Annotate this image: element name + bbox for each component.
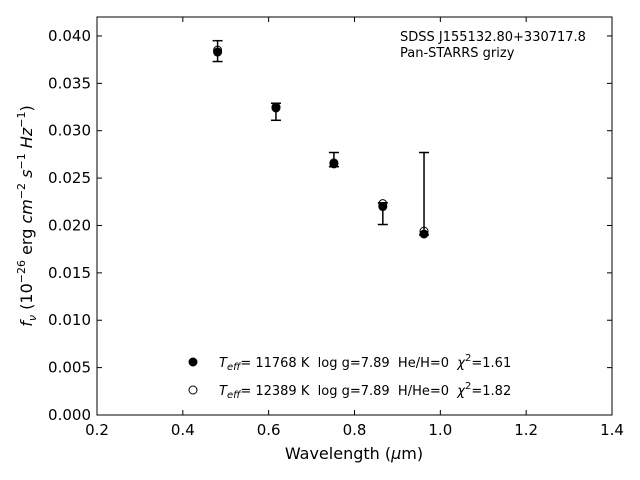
legend-label: Teff= 12389 K log g=7.89 H/He=0 χ2=1.82: [219, 381, 511, 401]
data-point-open: [419, 226, 429, 236]
data-point-open: [329, 158, 339, 168]
legend: Teff= 11768 K log g=7.89 He/H=0 χ2=1.61 T…: [188, 353, 511, 401]
y-tick-label: 0.010: [48, 311, 91, 329]
legend-marker-filled: [188, 357, 198, 367]
data-point-open: [271, 102, 281, 112]
legend-label: Teff= 11768 K log g=7.89 He/H=0 χ2=1.61: [219, 353, 511, 373]
x-tick-label: 0.8: [343, 421, 367, 439]
y-tick-label: 0.015: [48, 264, 91, 282]
x-axis-ticks: 0.2 0.4 0.6 0.8 1.0 1.2 1.4: [85, 17, 624, 439]
error-bar: [419, 151, 430, 236]
y-tick-label: 0.005: [48, 359, 91, 377]
x-tick-label: 0.2: [85, 421, 109, 439]
data-point-open: [213, 45, 223, 55]
x-tick-label: 0.4: [171, 421, 195, 439]
legend-entry: Teff= 11768 K log g=7.89 He/H=0 χ2=1.61: [188, 353, 511, 373]
y-tick-label: 0.020: [48, 216, 91, 234]
y-tick-label: 0.030: [48, 122, 91, 140]
data-point-filled: [378, 202, 388, 212]
object-annotation: SDSS J155132.80+330717.8 Pan-STARRS griz…: [400, 30, 586, 61]
y-tick-label: 0.040: [48, 27, 91, 45]
legend-marker-open: [188, 385, 198, 395]
x-tick-label: 0.6: [257, 421, 281, 439]
y-axis-ticks: 0.000 0.005 0.010 0.015 0.020 0.025 0.030 0.035…: [48, 27, 612, 424]
y-tick-label: 0.035: [48, 74, 91, 92]
x-tick-label: 1.0: [428, 421, 452, 439]
y-axis-label: fν (10−26 erg cm−2 s−1 Hz−1): [15, 105, 39, 326]
legend-entry: Teff= 12389 K log g=7.89 H/He=0 χ2=1.82: [188, 381, 511, 401]
data-point-open: [378, 199, 388, 209]
data-points: [213, 45, 429, 239]
error-bars: [212, 39, 430, 236]
x-tick-label: 1.2: [514, 421, 538, 439]
survey-name: Pan-STARRS grizy: [400, 46, 515, 61]
y-tick-label: 0.025: [48, 169, 91, 187]
y-tick-label: 0.000: [48, 406, 91, 424]
data-point-filled: [213, 47, 223, 57]
x-axis-label: Wavelength (μm): [285, 444, 423, 463]
x-tick-label: 1.4: [600, 421, 624, 439]
object-name: SDSS J155132.80+330717.8: [400, 30, 586, 45]
data-point-filled: [419, 229, 429, 239]
